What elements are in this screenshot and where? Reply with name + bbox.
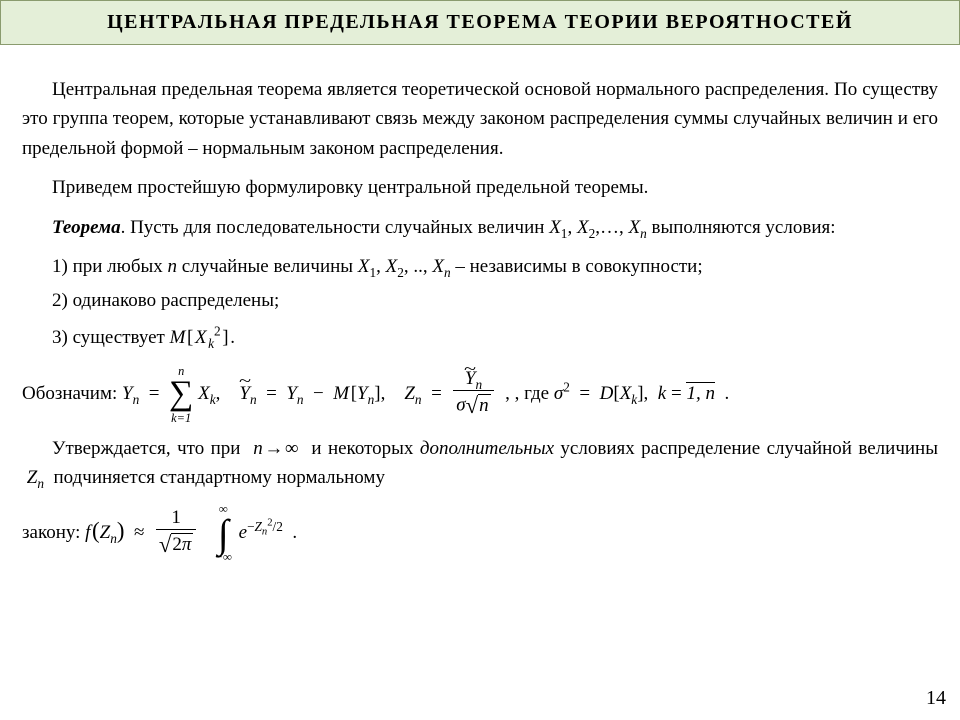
- condition-1: 1) при любых n случайные величины X1, X2…: [22, 252, 938, 281]
- assertion-paragraph: Утверждается, что при n → ∞ и некоторых …: [22, 434, 938, 493]
- paragraph-intro: Центральная предельная теорема является …: [22, 75, 938, 163]
- integral-icon: ∞ ∫ −∞: [215, 503, 232, 564]
- theorem-text-b: выполняются условия:: [647, 217, 836, 238]
- theorem-text-a: . Пусть для последовательности случайных…: [121, 217, 550, 238]
- paragraph-lead: Приведем простейшую формулировку централ…: [22, 173, 938, 202]
- condition-2: 2) одинаково распределены;: [22, 286, 938, 315]
- condition-3: 3) существует M [ X k2 ] .: [22, 319, 938, 357]
- title-bar: ЦЕНТРАЛЬНАЯ ПРЕДЕЛЬНАЯ ТЕОРЕМА ТЕОРИИ ВЕ…: [0, 0, 960, 45]
- content-area: Центральная предельная теорема является …: [0, 45, 960, 564]
- theorem-sequence: X1, X2,…, Xn: [549, 217, 647, 238]
- sum-icon: n ∑ k=1: [169, 365, 193, 424]
- notation-line: Обозначим: Yn = n ∑ k=1 Xk, Yn = Yn − M …: [22, 365, 938, 424]
- theorem-label: Теорема: [52, 217, 121, 238]
- page-number: 14: [926, 683, 946, 714]
- law-formula: закону: f (Zn) ≈ 1 √2π ∞ ∫ −∞ e−Zn2/2 .: [22, 501, 938, 564]
- theorem-statement: Теорема. Пусть для последовательности сл…: [22, 213, 938, 242]
